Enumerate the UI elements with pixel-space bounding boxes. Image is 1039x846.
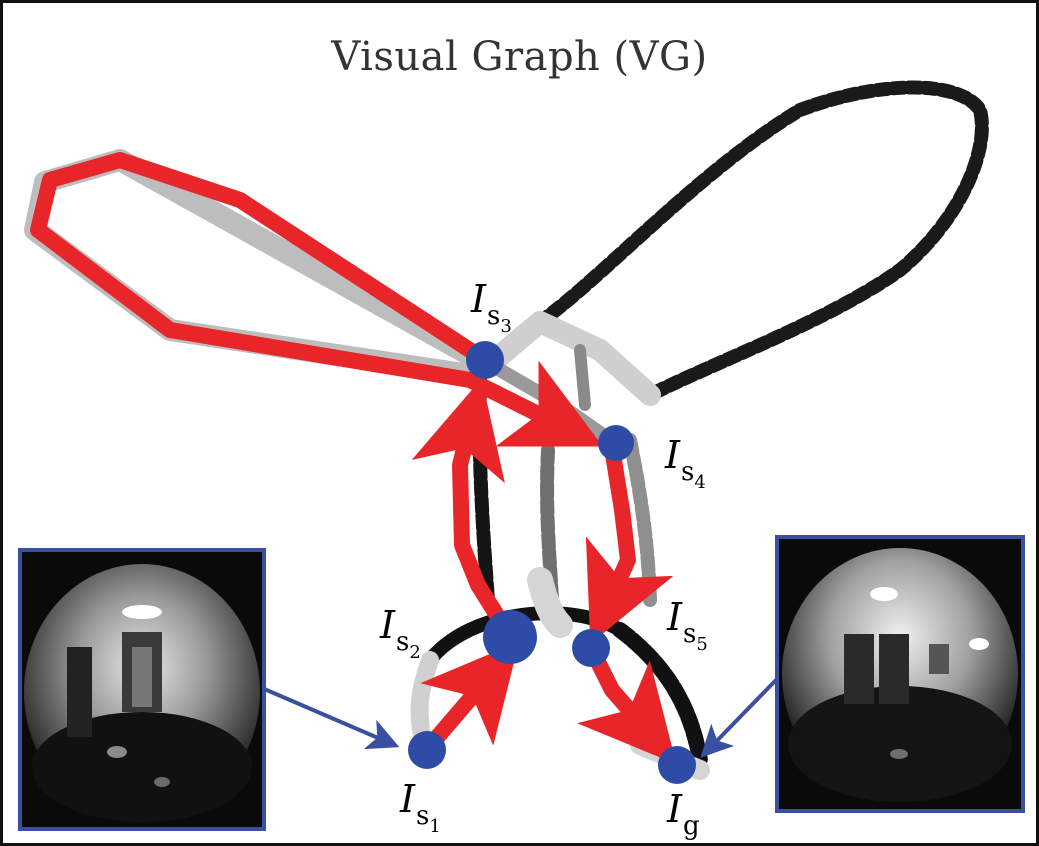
- node-g: [658, 746, 696, 784]
- graph-edge-trunk-left: [472, 373, 495, 607]
- red-arrow-s4-s5: [585, 440, 674, 644]
- node-s2: [483, 610, 537, 664]
- pointer-arrows: [261, 676, 780, 758]
- label-s4: Is4: [665, 433, 706, 493]
- label-g: Ig: [667, 787, 700, 841]
- node-s4: [598, 425, 634, 461]
- node-s1: [408, 731, 446, 769]
- node-s3: [466, 341, 504, 379]
- node-s5: [572, 629, 610, 667]
- label-s5: Is5: [667, 595, 708, 655]
- graph-nodes: [408, 341, 696, 784]
- graph-edge-lower-light: [527, 567, 573, 638]
- pointer-arrow-right: [700, 676, 780, 758]
- graph-edge-junction-vertical: [574, 344, 591, 411]
- pointer-arrow-left: [261, 686, 400, 750]
- red-arrow-loop-s3-s4: [30, 152, 603, 447]
- graph-edge-right-loop-thin: [557, 107, 803, 308]
- label-s3: Is3: [471, 277, 512, 337]
- label-s2: Is2: [380, 603, 421, 663]
- red-path: [30, 152, 677, 765]
- graph-edge-junction-top: [484, 311, 661, 406]
- fisheye-corridor-image: [18, 548, 266, 831]
- fisheye-room-picture: [779, 539, 1021, 809]
- fisheye-room-image: [775, 535, 1025, 813]
- graph-edge-trunk-right: [623, 433, 657, 607]
- red-arrow-s2-s3: [411, 378, 513, 636]
- fisheye-corridor-picture: [22, 552, 262, 827]
- figure-title: Visual Graph (VG): [331, 34, 708, 80]
- label-s1: Is1: [400, 777, 441, 837]
